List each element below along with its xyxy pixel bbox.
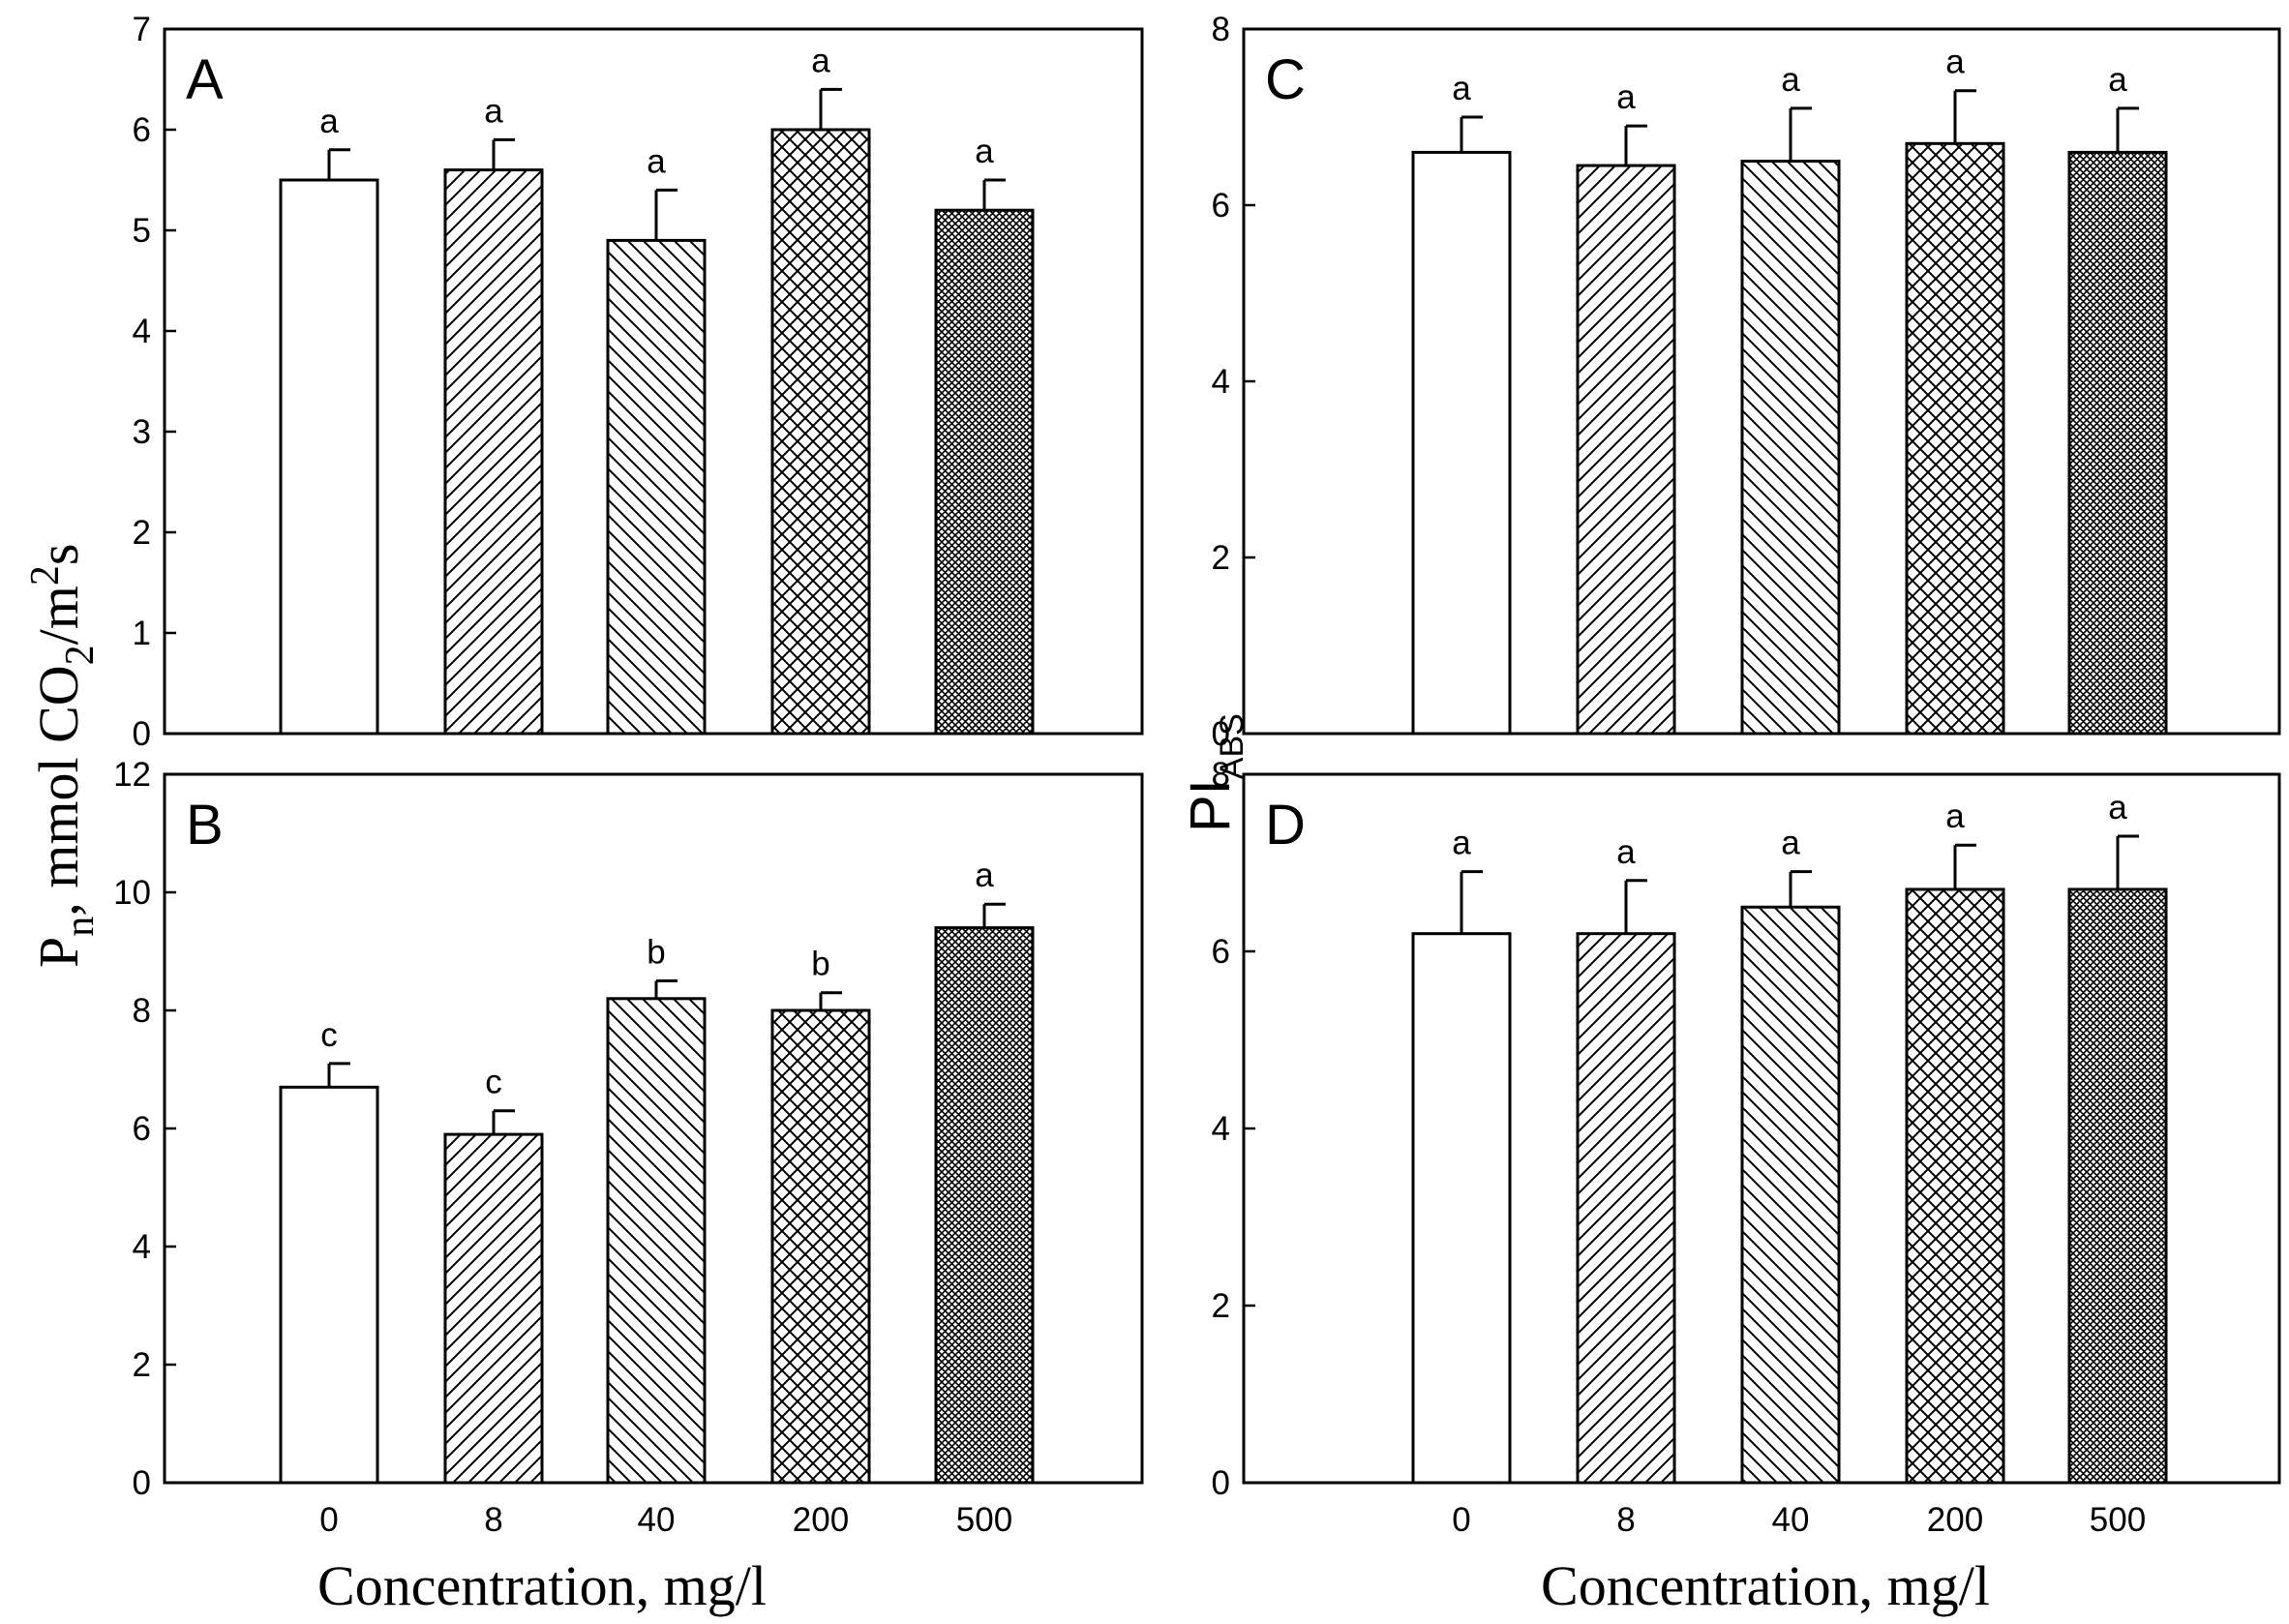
y-tick-label: 2 [1212, 539, 1230, 577]
y-tick-label: 8 [1212, 11, 1230, 48]
x-tick-label: 500 [2090, 1501, 2146, 1539]
xlabel-left: Concentration, mg/l [317, 1554, 767, 1617]
y-tick-label: 12 [113, 756, 151, 794]
y-tick-label: 2 [133, 514, 151, 552]
bar-500 [934, 208, 1035, 736]
significance-label: a [975, 133, 994, 170]
significance-label: a [2108, 789, 2127, 827]
y-tick-label: 5 [133, 212, 151, 250]
significance-label: a [811, 42, 830, 79]
bar-200 [770, 128, 871, 736]
bar-40 [1740, 160, 1841, 736]
y-tick-label: 0 [1212, 715, 1230, 753]
bar-200 [1905, 141, 2005, 736]
y-tick-label: 6 [1212, 187, 1230, 225]
significance-label: a [975, 857, 994, 894]
y-tick-label: 4 [1212, 1110, 1230, 1148]
significance-label: a [1945, 797, 1965, 835]
xlabel-right: Concentration, mg/l [1541, 1554, 1990, 1617]
significance-label: a [2108, 61, 2127, 99]
left-ylabel: Pn, mmol CO2/m2s [23, 544, 103, 969]
significance-label: c [320, 1016, 338, 1054]
bar-0 [1411, 932, 1512, 1485]
panel-letter: D [1265, 794, 1306, 857]
bar-8 [443, 168, 544, 736]
x-tick-label: 0 [1452, 1501, 1470, 1539]
panel-letter: A [186, 48, 224, 111]
y-tick-label: 0 [133, 715, 151, 753]
y-tick-label: 3 [133, 413, 151, 451]
significance-label: b [647, 934, 665, 972]
y-tick-label: 8 [133, 992, 151, 1030]
significance-label: a [1781, 825, 1800, 862]
significance-label: a [1945, 44, 1965, 81]
bar-500 [2067, 887, 2168, 1485]
panel-letter: B [186, 794, 224, 857]
bar-0 [279, 178, 379, 736]
y-tick-label: 7 [133, 11, 151, 48]
x-tick-label: 200 [793, 1501, 849, 1539]
y-tick-label: 4 [133, 313, 151, 350]
y-tick-label: 0 [1212, 1464, 1230, 1502]
bar-500 [934, 926, 1035, 1485]
significance-label: a [1616, 833, 1636, 871]
y-tick-label: 2 [1212, 1287, 1230, 1325]
y-tick-label: 4 [133, 1228, 151, 1266]
significance-label: a [1781, 61, 1800, 99]
bar-8 [1576, 164, 1676, 736]
x-tick-label: 0 [319, 1501, 338, 1539]
significance-label: a [1616, 78, 1636, 116]
x-tick-label: 200 [1927, 1501, 1983, 1539]
bar-8 [1576, 932, 1676, 1485]
panel-letter: C [1265, 48, 1306, 111]
y-tick-label: 1 [133, 615, 151, 652]
y-tick-label: 10 [113, 874, 151, 912]
significance-label: a [319, 103, 339, 140]
chart-panel-b: 0 2 4 6 8 10 12 c 0 c 8 b 40 b 200 a 500 B [113, 756, 1144, 1539]
y-tick-label: 4 [1212, 363, 1230, 401]
bar-40 [606, 997, 707, 1485]
significance-label: c [485, 1064, 502, 1101]
significance-label: a [647, 142, 666, 180]
bar-40 [606, 238, 707, 736]
x-tick-label: 8 [1616, 1501, 1635, 1539]
x-tick-label: 500 [956, 1501, 1012, 1539]
right-ylabel: PIABS [1179, 713, 1250, 832]
y-tick-label: 0 [133, 1464, 151, 1502]
bar-200 [1905, 887, 2005, 1485]
significance-label: b [811, 946, 829, 983]
bar-0 [279, 1085, 379, 1485]
bar-500 [2067, 150, 2168, 736]
x-tick-label: 8 [484, 1501, 502, 1539]
bar-200 [770, 1008, 871, 1485]
bar-0 [1411, 150, 1512, 736]
y-tick-label: 6 [133, 1110, 151, 1148]
bar-40 [1740, 905, 1841, 1485]
x-tick-label: 40 [638, 1501, 676, 1539]
y-tick-label: 2 [133, 1346, 151, 1384]
chart-panel-a: 0 1 2 3 4 5 6 7 a a a a a A [133, 11, 1144, 753]
y-tick-label: 6 [133, 111, 151, 149]
chart-panel-c: 0 2 4 6 8 a a a a a C [1212, 11, 2281, 753]
significance-label: a [484, 92, 503, 130]
significance-label: a [1452, 825, 1471, 862]
y-tick-label: 6 [1212, 933, 1230, 971]
bar-8 [443, 1132, 544, 1485]
significance-label: a [1452, 70, 1471, 107]
chart-panel-d: 0 2 4 6 8 a 0 a 8 a 40 a 200 a 500 D [1212, 756, 2281, 1539]
x-tick-label: 40 [1772, 1501, 1810, 1539]
y-tick-label: 8 [1212, 756, 1230, 794]
